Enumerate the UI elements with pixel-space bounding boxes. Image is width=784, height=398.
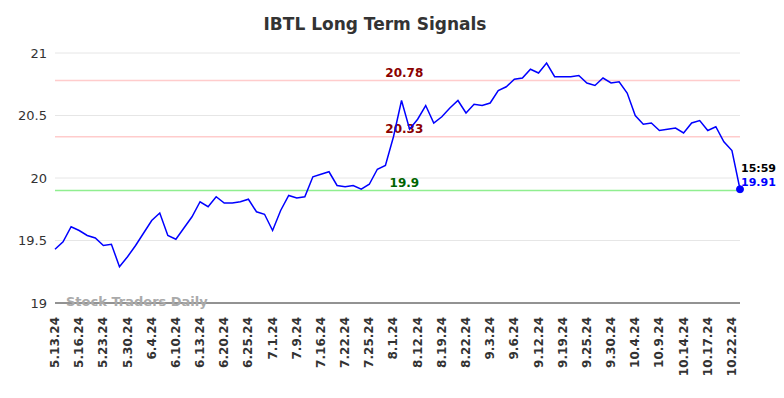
svg-text:5.13.24: 5.13.24 bbox=[48, 317, 62, 368]
svg-text:10.22.24: 10.22.24 bbox=[725, 317, 739, 376]
svg-text:10.14.24: 10.14.24 bbox=[677, 317, 691, 376]
svg-text:10.4.24: 10.4.24 bbox=[628, 317, 642, 368]
html-text:Stock Traders Daily: Stock Traders Daily bbox=[66, 294, 208, 309]
svg-text:20.33: 20.33 bbox=[385, 122, 423, 136]
svg-text:7.1.24: 7.1.24 bbox=[266, 317, 280, 360]
svg-text:15:59: 15:59 bbox=[741, 162, 776, 175]
svg-text:9.30.24: 9.30.24 bbox=[604, 317, 618, 368]
svg-text:7.9.24: 7.9.24 bbox=[290, 317, 304, 360]
svg-text:19.5: 19.5 bbox=[18, 233, 47, 248]
svg-text:6.13.24: 6.13.24 bbox=[193, 317, 207, 368]
svg-text:20.5: 20.5 bbox=[18, 108, 47, 123]
svg-text:9.19.24: 9.19.24 bbox=[556, 317, 570, 368]
svg-text:6.10.24: 6.10.24 bbox=[169, 317, 183, 368]
svg-text:8.22.24: 8.22.24 bbox=[459, 317, 473, 368]
svg-text:5.30.24: 5.30.24 bbox=[121, 317, 135, 368]
svg-text:7.16.24: 7.16.24 bbox=[314, 317, 328, 368]
svg-text:6.20.24: 6.20.24 bbox=[217, 317, 231, 368]
svg-text:9.25.24: 9.25.24 bbox=[580, 317, 594, 368]
svg-text:8.1.24: 8.1.24 bbox=[386, 317, 400, 360]
svg-text:20.78: 20.78 bbox=[385, 66, 423, 80]
html-text:IBTL Long Term Signals: IBTL Long Term Signals bbox=[263, 14, 487, 34]
svg-text:5.23.24: 5.23.24 bbox=[96, 317, 110, 368]
svg-text:6.25.24: 6.25.24 bbox=[241, 317, 255, 368]
svg-text:10.9.24: 10.9.24 bbox=[652, 317, 666, 368]
svg-text:9.12.24: 9.12.24 bbox=[532, 317, 546, 368]
svg-text:7.25.24: 7.25.24 bbox=[362, 317, 376, 368]
svg-text:5.16.24: 5.16.24 bbox=[72, 317, 86, 368]
svg-text:8.12.24: 8.12.24 bbox=[411, 317, 425, 368]
svg-text:7.22.24: 7.22.24 bbox=[338, 317, 352, 368]
svg-text:19: 19 bbox=[30, 296, 47, 311]
svg-text:6.4.24: 6.4.24 bbox=[145, 317, 159, 360]
svg-text:9.3.24: 9.3.24 bbox=[483, 317, 497, 360]
svg-text:20: 20 bbox=[30, 171, 47, 186]
svg-text:19.9: 19.9 bbox=[390, 176, 420, 190]
svg-text:8.19.24: 8.19.24 bbox=[435, 317, 449, 368]
svg-text:10.17.24: 10.17.24 bbox=[701, 317, 715, 376]
svg-text:19.91: 19.91 bbox=[741, 176, 776, 189]
svg-text:21: 21 bbox=[30, 46, 47, 61]
svg-text:9.6.24: 9.6.24 bbox=[507, 317, 521, 360]
